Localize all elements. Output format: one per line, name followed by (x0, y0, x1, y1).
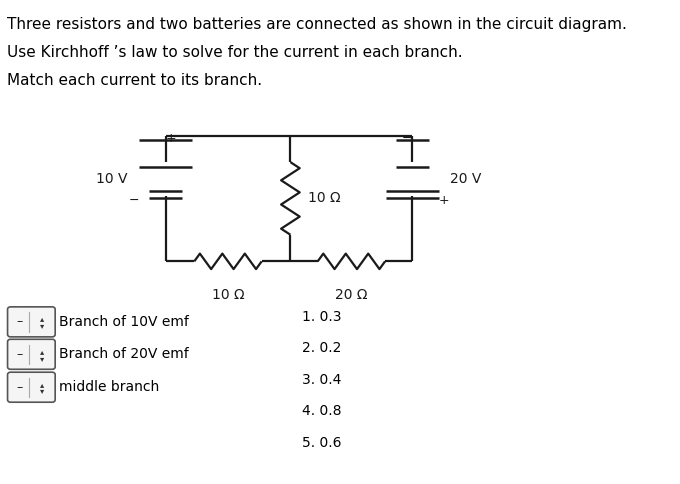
Text: 3. 0.4: 3. 0.4 (302, 373, 341, 387)
Text: −: − (401, 132, 412, 145)
Text: ▾: ▾ (39, 354, 44, 363)
Text: ▴: ▴ (39, 315, 44, 323)
Text: –: – (16, 316, 22, 328)
Text: 5. 0.6: 5. 0.6 (302, 436, 341, 450)
FancyBboxPatch shape (7, 372, 55, 402)
Text: ▾: ▾ (39, 387, 44, 395)
Text: 20 V: 20 V (450, 172, 481, 186)
Text: –: – (16, 348, 22, 361)
Text: 1. 0.3: 1. 0.3 (302, 310, 341, 324)
Text: +: + (439, 194, 449, 207)
Text: 10 Ω: 10 Ω (308, 192, 341, 205)
Text: Use Kirchhoff ’s law to solve for the current in each branch.: Use Kirchhoff ’s law to solve for the cu… (7, 45, 462, 60)
Text: +: + (166, 132, 177, 145)
Text: 10 Ω: 10 Ω (211, 288, 244, 302)
FancyBboxPatch shape (7, 339, 55, 369)
Text: Three resistors and two batteries are connected as shown in the circuit diagram.: Three resistors and two batteries are co… (7, 17, 627, 32)
Text: 20 Ω: 20 Ω (335, 288, 368, 302)
Text: Match each current to its branch.: Match each current to its branch. (7, 73, 262, 88)
Text: Branch of 20V emf: Branch of 20V emf (59, 348, 189, 361)
Text: Branch of 10V emf: Branch of 10V emf (59, 315, 189, 329)
Text: –: – (16, 381, 22, 393)
Text: 10 V: 10 V (97, 172, 128, 186)
Text: ▴: ▴ (39, 380, 44, 389)
Text: ▾: ▾ (39, 321, 44, 330)
Text: 4. 0.8: 4. 0.8 (302, 405, 341, 418)
Text: −: − (129, 194, 139, 207)
Text: 2. 0.2: 2. 0.2 (302, 342, 341, 355)
Text: middle branch: middle branch (59, 380, 160, 394)
Text: ▴: ▴ (39, 347, 44, 356)
FancyBboxPatch shape (7, 307, 55, 337)
